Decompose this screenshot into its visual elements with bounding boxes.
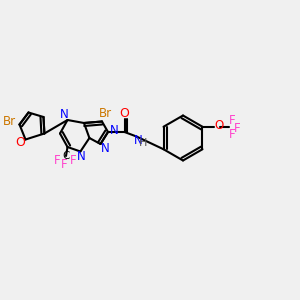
Text: N: N (100, 142, 109, 155)
Text: C: C (62, 151, 70, 161)
Text: O: O (15, 136, 25, 149)
Text: N: N (134, 134, 142, 148)
Text: O: O (215, 119, 224, 132)
Text: Br: Br (98, 107, 112, 120)
Text: F: F (61, 158, 68, 172)
Text: N: N (76, 150, 85, 164)
Text: F: F (54, 154, 60, 167)
Text: N: N (110, 124, 118, 137)
Text: O: O (120, 106, 129, 120)
Text: F: F (229, 114, 236, 127)
Text: N: N (59, 108, 68, 122)
Text: H: H (139, 137, 147, 148)
Text: Br: Br (2, 115, 16, 128)
Text: F: F (70, 154, 77, 167)
Text: F: F (229, 128, 236, 141)
Text: F: F (234, 122, 241, 135)
